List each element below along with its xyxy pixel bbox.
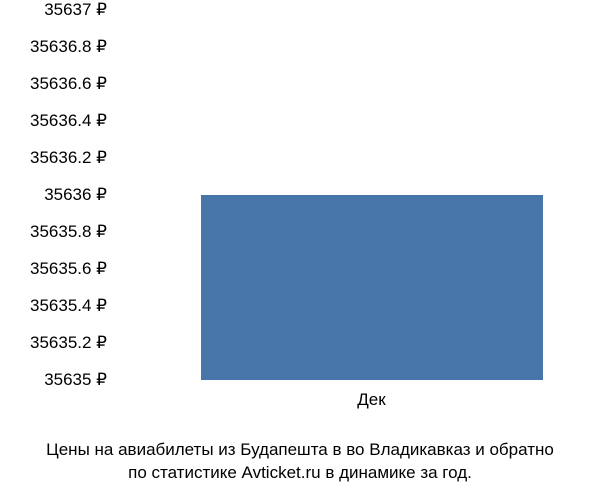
chart-caption: Цены на авиабилеты из Будапешта в во Вла… xyxy=(0,439,600,485)
caption-line2: по статистике Avticket.ru в динамике за … xyxy=(128,463,472,482)
bar xyxy=(201,195,543,380)
x-tick-label: Дек xyxy=(357,390,385,410)
price-chart: 35637 ₽ 35636.8 ₽ 35636.6 ₽ 35636.4 ₽ 35636.… xyxy=(0,0,600,500)
y-tick-label: 35636 ₽ xyxy=(44,185,107,205)
y-tick-label: 35635.6 ₽ xyxy=(30,259,107,279)
y-tick-label: 35636.4 ₽ xyxy=(30,111,107,131)
y-tick-label: 35637 ₽ xyxy=(44,0,107,20)
y-tick-label: 35635.4 ₽ xyxy=(30,296,107,316)
y-tick-label: 35636.6 ₽ xyxy=(30,74,107,94)
plot-area xyxy=(115,10,590,380)
y-tick-label: 35635 ₽ xyxy=(44,370,107,390)
y-tick-label: 35635.8 ₽ xyxy=(30,222,107,242)
y-tick-label: 35636.8 ₽ xyxy=(30,37,107,57)
y-tick-label: 35636.2 ₽ xyxy=(30,148,107,168)
y-tick-label: 35635.2 ₽ xyxy=(30,333,107,353)
caption-line1: Цены на авиабилеты из Будапешта в во Вла… xyxy=(46,440,554,459)
